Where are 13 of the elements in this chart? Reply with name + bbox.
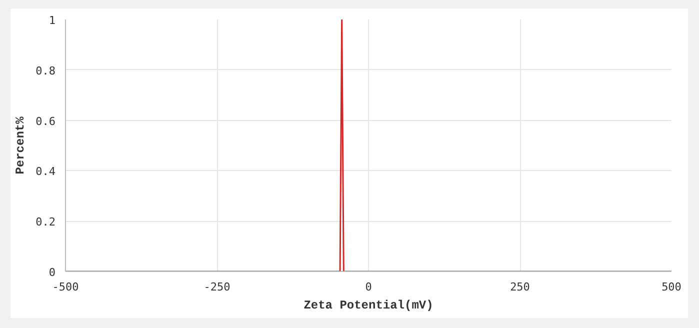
x-tick-label: 250 (510, 280, 530, 294)
y-tick-label: 1 (48, 14, 56, 27)
x-tick-label: -250 (204, 280, 230, 294)
x-tick-label: 500 (662, 280, 682, 294)
y-tick-label: 0 (48, 266, 56, 279)
y-axis-title: Percent% (14, 116, 28, 174)
x-tick-label: -500 (52, 280, 79, 294)
y-tick-label: 0.2 (36, 216, 56, 229)
x-tick-label: 0 (365, 280, 372, 294)
x-axis-title: Zeta Potential(mV) (304, 298, 434, 312)
y-tick-label: 0.4 (36, 165, 56, 178)
y-tick-label: 0.6 (36, 114, 56, 128)
y-tick-label: 0.8 (36, 64, 56, 78)
